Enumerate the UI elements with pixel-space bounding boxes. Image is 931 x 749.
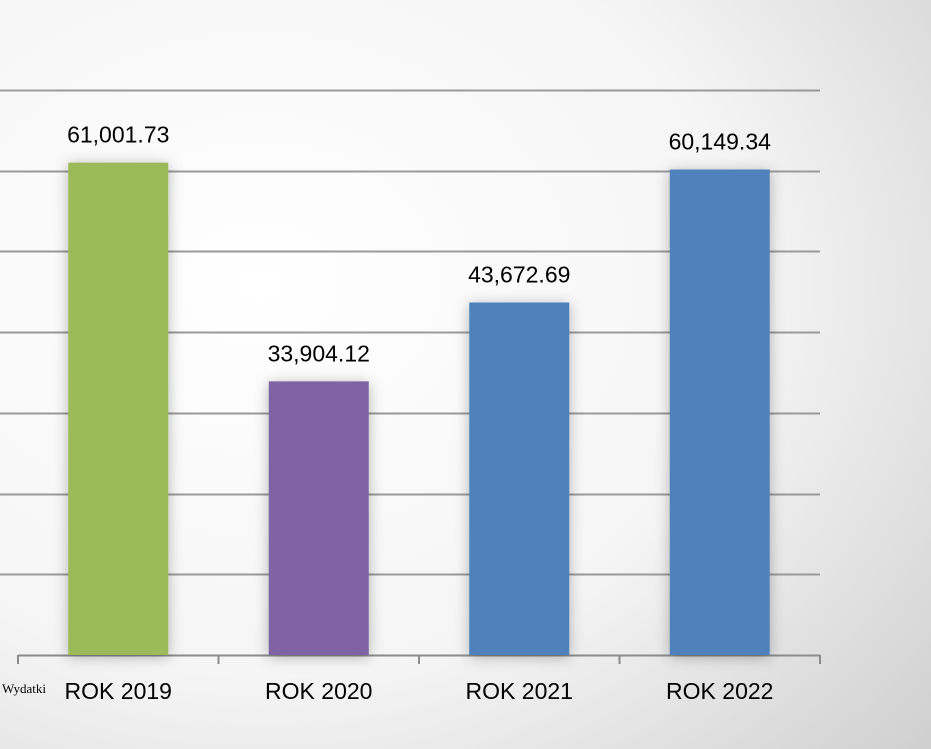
data-label-0: 61,001.73 [67, 122, 169, 148]
x-tick-label-2: ROK 2021 [466, 678, 573, 704]
corner-label: Wydatki [2, 681, 46, 696]
x-tick-label-3: ROK 2022 [666, 678, 773, 704]
data-labels: 61,001.73 33,904.12 43,672.69 60,149.34 [67, 122, 771, 367]
bar-rok-2019 [68, 162, 169, 655]
data-label-2: 43,672.69 [468, 261, 570, 287]
x-axis [17, 654, 821, 664]
data-label-3: 60,149.34 [669, 129, 772, 155]
bars [68, 162, 770, 655]
bar-rok-2020 [268, 381, 369, 655]
data-label-1: 33,904.12 [268, 340, 370, 366]
bar-rok-2022 [669, 169, 770, 655]
x-tick-label-1: ROK 2020 [265, 678, 372, 704]
x-tick-labels: ROK 2019 ROK 2020 ROK 2021 ROK 2022 [65, 678, 774, 704]
x-tick-label-0: ROK 2019 [65, 678, 172, 704]
bar-rok-2021 [469, 302, 570, 655]
